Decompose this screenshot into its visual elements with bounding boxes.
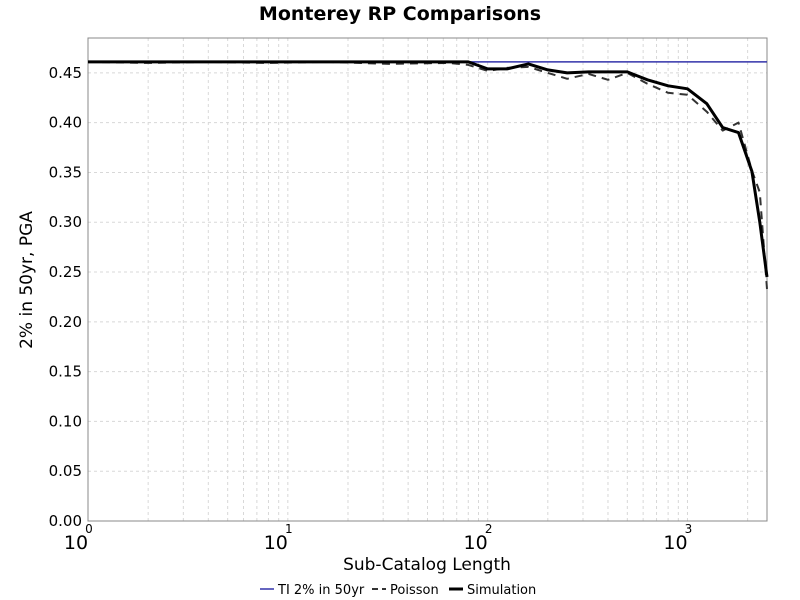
y-tick-label: 0.25 — [49, 263, 82, 281]
y-tick-label: 0.45 — [49, 64, 82, 82]
plot-frame — [87, 37, 768, 522]
x-tick-exponent: 2 — [485, 522, 493, 536]
x-tick-exponent: 0 — [85, 522, 93, 536]
x-tick-label: 10 — [64, 532, 88, 554]
x-tick-exponent: 3 — [685, 522, 693, 536]
series-line-simulation — [88, 60, 769, 278]
grid — [87, 38, 767, 522]
y-tick-labels: 0.00 0.05 0.10 0.15 0.20 0.25 0.30 0.35 0.40 0.45 — [49, 64, 82, 530]
series-layer — [87, 60, 769, 290]
legend-label: Poisson — [390, 583, 439, 598]
y-tick-label: 0.40 — [49, 114, 82, 132]
y-tick-label: 0.30 — [49, 213, 82, 231]
x-tick-exponent: 1 — [285, 522, 293, 536]
y-tick-label: 0.10 — [49, 412, 82, 430]
chart-title: Monterey RP Comparisons — [259, 3, 541, 25]
y-tick-label: 0.35 — [49, 163, 82, 181]
x-axis-label: Sub-Catalog Length — [343, 555, 511, 575]
y-axis-label: 2% in 50yr, PGA — [17, 211, 37, 349]
y-tick-label: 0.15 — [49, 363, 82, 381]
y-tick-label: 0.05 — [49, 462, 82, 480]
legend-label: Simulation — [467, 583, 536, 598]
legend-label: TI 2% in 50yr — [277, 583, 365, 598]
y-tick-label: 0.20 — [49, 313, 82, 331]
legend: TI 2% in 50yr Poisson Simulation — [260, 583, 536, 598]
y-tick-label: 0.00 — [49, 512, 82, 530]
x-tick-label: 10 — [663, 532, 687, 554]
x-tick-label: 10 — [464, 532, 488, 554]
x-tick-label: 10 — [264, 532, 288, 554]
